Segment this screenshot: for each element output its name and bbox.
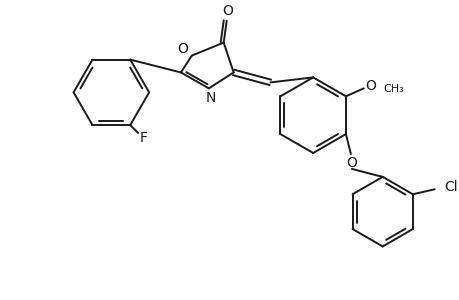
- Text: O: O: [177, 42, 188, 56]
- Text: F: F: [139, 131, 147, 145]
- Text: O: O: [364, 80, 375, 93]
- Text: Cl: Cl: [444, 180, 457, 194]
- Text: CH₃: CH₃: [383, 84, 403, 94]
- Text: O: O: [222, 4, 233, 18]
- Text: N: N: [205, 91, 216, 105]
- Text: O: O: [346, 156, 357, 170]
